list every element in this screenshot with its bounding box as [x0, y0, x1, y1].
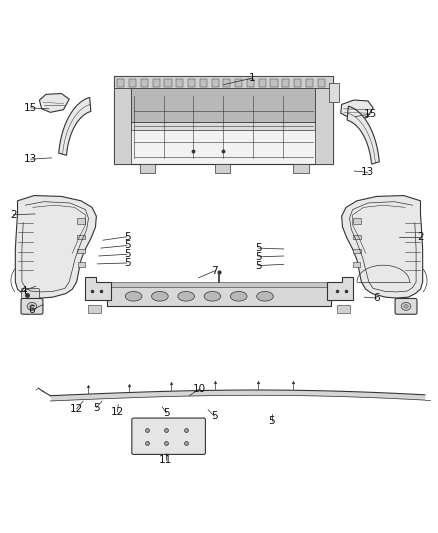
- Text: 12: 12: [111, 407, 124, 417]
- Bar: [165, 79, 172, 87]
- Text: 5: 5: [211, 411, 218, 421]
- Bar: [353, 262, 360, 266]
- Bar: [328, 83, 339, 102]
- Bar: [337, 305, 350, 313]
- Bar: [77, 249, 85, 253]
- Bar: [215, 164, 230, 173]
- Ellipse shape: [178, 292, 194, 301]
- Ellipse shape: [230, 292, 247, 301]
- Bar: [294, 79, 301, 87]
- Text: 5: 5: [124, 258, 131, 268]
- Text: 13: 13: [24, 154, 37, 164]
- Ellipse shape: [404, 304, 408, 308]
- Bar: [353, 235, 361, 239]
- Bar: [200, 79, 207, 87]
- Text: 5: 5: [163, 408, 170, 418]
- Bar: [141, 79, 148, 87]
- Text: 11: 11: [159, 455, 172, 465]
- Bar: [129, 79, 136, 87]
- Polygon shape: [347, 106, 379, 164]
- Bar: [259, 79, 266, 87]
- Ellipse shape: [204, 292, 221, 301]
- Bar: [235, 79, 242, 87]
- Text: 5: 5: [255, 261, 262, 271]
- Bar: [153, 79, 160, 87]
- Ellipse shape: [152, 292, 168, 301]
- Bar: [131, 123, 315, 130]
- Bar: [318, 79, 325, 87]
- Bar: [247, 79, 254, 87]
- Bar: [271, 79, 278, 87]
- Bar: [353, 219, 361, 223]
- FancyBboxPatch shape: [21, 298, 43, 314]
- Ellipse shape: [257, 292, 273, 301]
- Text: 2: 2: [10, 210, 17, 220]
- Text: 5: 5: [255, 252, 262, 262]
- Text: 15: 15: [364, 109, 377, 119]
- Text: 5: 5: [124, 249, 131, 259]
- Polygon shape: [59, 98, 91, 155]
- Bar: [107, 282, 331, 287]
- Bar: [78, 262, 85, 266]
- Ellipse shape: [27, 302, 37, 310]
- Bar: [176, 79, 184, 87]
- Bar: [293, 164, 309, 173]
- Ellipse shape: [401, 302, 411, 310]
- Ellipse shape: [125, 292, 142, 301]
- Bar: [77, 219, 85, 223]
- Polygon shape: [15, 196, 96, 298]
- Text: 6: 6: [28, 305, 35, 316]
- Bar: [212, 79, 219, 87]
- Text: 2: 2: [417, 232, 424, 242]
- Ellipse shape: [30, 304, 34, 308]
- Polygon shape: [342, 196, 423, 298]
- Text: 5: 5: [124, 240, 131, 251]
- Bar: [282, 79, 290, 87]
- Text: 5: 5: [124, 232, 131, 242]
- Text: 12: 12: [70, 404, 83, 414]
- Polygon shape: [39, 93, 69, 112]
- Text: 10: 10: [193, 384, 206, 394]
- Bar: [114, 88, 131, 164]
- Text: 13: 13: [361, 167, 374, 177]
- FancyBboxPatch shape: [107, 284, 331, 306]
- Bar: [353, 249, 361, 253]
- Bar: [117, 79, 124, 87]
- Polygon shape: [85, 278, 111, 300]
- Text: 5: 5: [268, 416, 275, 426]
- Text: 4: 4: [21, 286, 28, 296]
- Bar: [315, 88, 333, 164]
- Bar: [140, 164, 155, 173]
- Text: 5: 5: [93, 402, 100, 413]
- Text: 6: 6: [373, 293, 380, 303]
- Text: 1: 1: [248, 73, 255, 83]
- Bar: [114, 76, 333, 88]
- FancyBboxPatch shape: [114, 76, 333, 164]
- Polygon shape: [341, 100, 373, 119]
- FancyBboxPatch shape: [132, 418, 205, 455]
- Text: 15: 15: [24, 103, 37, 113]
- Bar: [131, 88, 315, 123]
- Bar: [88, 305, 101, 313]
- Bar: [306, 79, 313, 87]
- Text: 7: 7: [211, 266, 218, 276]
- Polygon shape: [327, 278, 353, 300]
- Bar: [223, 79, 230, 87]
- FancyBboxPatch shape: [395, 298, 417, 314]
- Bar: [188, 79, 195, 87]
- Bar: [77, 235, 85, 239]
- Text: 5: 5: [255, 243, 262, 253]
- FancyBboxPatch shape: [21, 288, 39, 301]
